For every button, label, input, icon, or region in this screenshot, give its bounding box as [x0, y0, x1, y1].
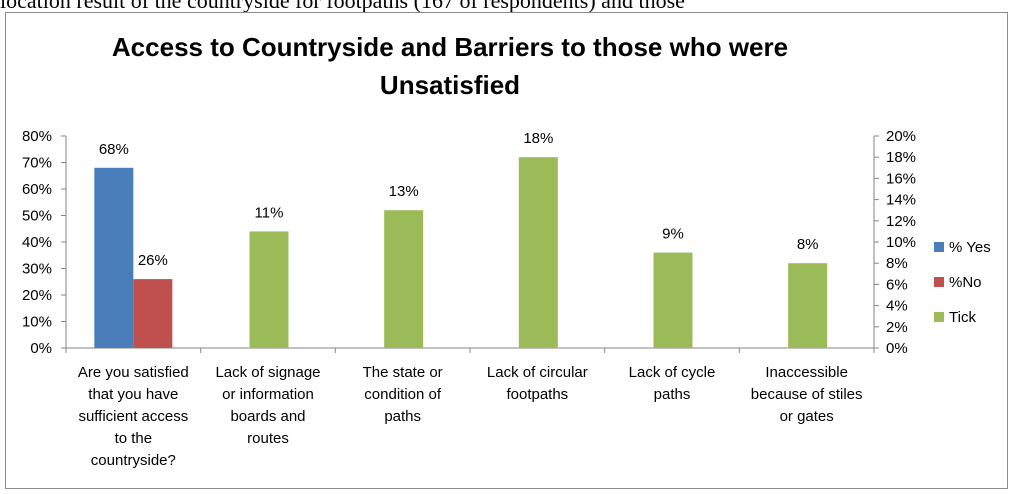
x-axis-category-label: or information — [222, 386, 314, 403]
x-axis-category-label: The state or — [363, 364, 443, 381]
right-axis-tick-label: 6% — [886, 276, 908, 293]
left-axis-tick-label: 10% — [22, 314, 52, 331]
bar-tick — [788, 263, 828, 348]
data-label: 18% — [523, 130, 553, 147]
x-axis-category-label: sufficient access — [78, 408, 188, 425]
legend-label: % Yes — [949, 239, 991, 256]
right-axis-tick-label: 12% — [886, 213, 916, 230]
right-axis-tick-label: 18% — [886, 149, 916, 166]
left-axis-tick-label: 30% — [22, 261, 52, 278]
left-axis-tick-label: 40% — [22, 234, 52, 251]
x-axis-category-label: Lack of cycle — [629, 364, 716, 381]
chart-title-line: Unsatisfied — [380, 70, 520, 100]
x-axis-category-label: routes — [247, 430, 289, 447]
x-axis-category-label: paths — [654, 386, 691, 403]
bar-tick — [653, 252, 693, 348]
x-axis-category-label: Lack of signage — [215, 364, 320, 381]
x-axis-category-label: footpaths — [506, 386, 568, 403]
x-axis-category-label: that you have — [88, 386, 178, 403]
data-label: 68% — [99, 141, 129, 158]
chart-frame: Access to Countryside and Barriers to th… — [5, 12, 1008, 489]
right-axis-tick-label: 20% — [886, 128, 916, 145]
left-axis-tick-label: 50% — [22, 208, 52, 225]
right-axis-tick-label: 2% — [886, 319, 908, 336]
x-axis-category-label: Inaccessible — [765, 364, 848, 381]
x-axis-category-label: or gates — [780, 408, 834, 425]
legend-swatch — [934, 277, 944, 287]
right-axis-tick-label: 0% — [886, 340, 908, 357]
chart: Access to Countryside and Barriers to th… — [22, 32, 991, 469]
x-axis-category-label: paths — [384, 408, 421, 425]
left-axis-tick-label: 0% — [30, 340, 52, 357]
cropped-document-text: iocation result of the countryside for f… — [0, 0, 685, 13]
right-axis-tick-label: 16% — [886, 170, 916, 187]
bar-tick — [518, 157, 558, 348]
right-axis-tick-label: 10% — [886, 234, 916, 251]
bar-tick — [384, 210, 424, 348]
data-label: 9% — [662, 226, 684, 243]
data-label: 11% — [255, 204, 284, 221]
x-axis-category-label: boards and — [230, 408, 305, 425]
bar-tick — [249, 231, 289, 348]
right-axis-tick-label: 14% — [886, 192, 916, 209]
data-label: 8% — [797, 236, 819, 253]
legend-swatch — [934, 312, 944, 322]
bar--yes — [94, 167, 134, 348]
bar--no — [133, 279, 173, 348]
x-axis-category-label: Lack of circular — [487, 364, 588, 381]
legend-swatch — [934, 242, 944, 252]
left-axis-tick-label: 60% — [22, 181, 52, 198]
x-axis-category-label: condition of — [364, 386, 442, 403]
x-axis-category-label: countryside? — [91, 452, 176, 469]
data-label: 26% — [138, 252, 168, 269]
left-axis-tick-label: 80% — [22, 128, 52, 145]
x-axis-category-label: because of stiles — [751, 386, 863, 403]
left-axis-tick-label: 70% — [22, 155, 52, 172]
legend-label: %No — [949, 274, 982, 291]
right-axis-tick-label: 8% — [886, 255, 908, 272]
chart-title-line: Access to Countryside and Barriers to th… — [112, 32, 788, 62]
x-axis-category-label: Are you satisfied — [78, 364, 189, 381]
left-axis-tick-label: 20% — [22, 287, 52, 304]
data-label: 13% — [389, 183, 419, 200]
x-axis-category-label: to the — [115, 430, 153, 447]
legend-label: Tick — [949, 309, 976, 326]
right-axis-tick-label: 4% — [886, 298, 908, 315]
